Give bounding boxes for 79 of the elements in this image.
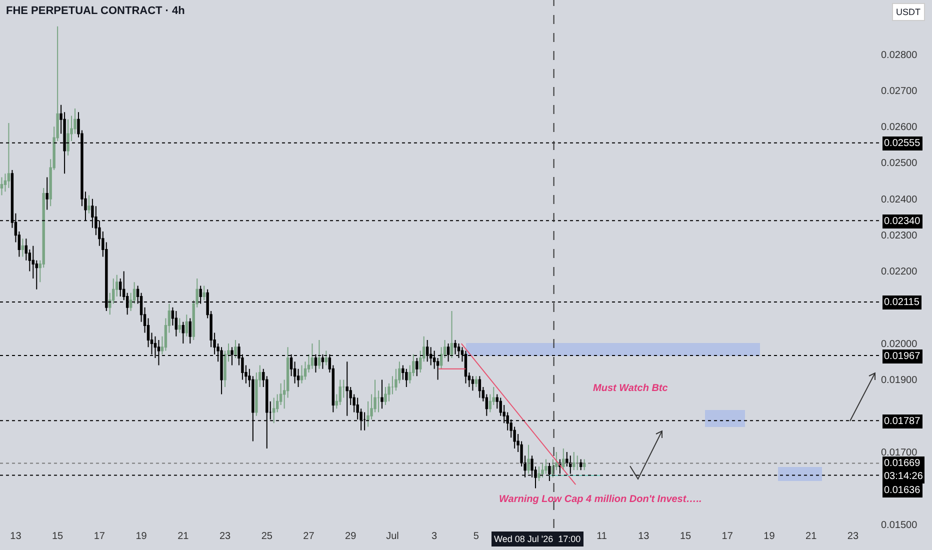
x-tick-label: 19 [764, 531, 776, 542]
candlestick [174, 310, 178, 337]
x-tick-label: 21 [178, 531, 190, 542]
x-tick-label: 23 [219, 531, 232, 542]
candlestick [471, 376, 474, 392]
x-tick-label: 29 [345, 531, 357, 542]
candlestick [478, 376, 482, 398]
ref-line-label: 0.01787 [884, 416, 921, 427]
y-tick-label: 0.01900 [881, 375, 918, 386]
ref-line-label: 0.02115 [884, 297, 920, 308]
y-tick-label: 0.02300 [881, 230, 918, 242]
candlestick [450, 310, 454, 359]
candlestick [380, 379, 384, 410]
candlestick [272, 397, 276, 424]
candlestick [541, 462, 544, 478]
candlestick [318, 339, 321, 370]
x-tick-label: 17 [94, 531, 106, 542]
candlestick [188, 318, 192, 344]
x-tick-label: 25 [261, 531, 273, 542]
x-tick-label: 19 [136, 531, 148, 542]
candlestick [234, 339, 237, 359]
ref-line-label: Wed 08 Jul '26 17:00 [494, 534, 581, 544]
annotation: Warning Low Cap 4 million Don't Invest….. [499, 494, 702, 505]
candlestick [310, 343, 314, 370]
x-tick-label: 15 [680, 531, 692, 542]
x-tick-label: Jul [386, 531, 399, 542]
candlestick [346, 361, 348, 416]
candlestick [454, 339, 457, 355]
x-tick-label: 17 [722, 531, 734, 542]
candlestick [185, 314, 188, 337]
y-tick-label: 0.02500 [881, 158, 918, 170]
candlestick [46, 176, 48, 210]
x-tick-label: 21 [806, 531, 818, 542]
candlestick [416, 358, 418, 377]
y-tick-label: 0.02000 [881, 339, 918, 350]
ref-line-label: 0.01967 [884, 351, 921, 362]
candlestick [7, 122, 10, 189]
ref-line-label: 0.02555 [884, 138, 921, 149]
candlestick [405, 368, 408, 388]
candlestick [88, 194, 90, 214]
candlestick [21, 238, 24, 258]
x-tick-label: 13 [10, 531, 22, 542]
y-tick-label: 0.02800 [881, 50, 918, 61]
x-tick-label: 23 [847, 531, 859, 542]
chart-title: FHE PERPETUAL CONTRACT · 4h [6, 5, 186, 17]
y-axis-title: USDT [896, 7, 921, 17]
y-tick-label: 0.01500 [881, 520, 918, 531]
ref-line-label: 0.02340 [884, 216, 921, 227]
candlestick [576, 455, 579, 471]
candlestick [527, 444, 530, 474]
candlestick [572, 452, 576, 471]
candlestick [202, 285, 206, 301]
y-tick-label: 0.02400 [881, 194, 918, 206]
candlestick [0, 176, 4, 196]
candlestick [544, 458, 548, 474]
candlestick [178, 318, 182, 334]
y-tick-label: 0.02600 [881, 122, 918, 134]
candlestick [182, 321, 185, 344]
candlestick [300, 364, 304, 384]
x-tick-label: 27 [303, 531, 315, 542]
x-tick-label: 11 [596, 531, 608, 542]
candlestick [66, 118, 70, 156]
y-tick-label: 0.02700 [881, 86, 918, 97]
ref-line-label: 0.01669 03:14:26 [884, 458, 924, 482]
candlestick [338, 379, 342, 406]
y-tick-label: 0.01700 [881, 448, 918, 459]
x-tick-label: 3 [432, 531, 438, 542]
candlestick [538, 466, 540, 482]
y-tick-label: 0.02200 [881, 266, 918, 278]
candlestick [562, 448, 565, 471]
candlestick [580, 458, 582, 471]
x-tick-label: 13 [638, 531, 650, 542]
candlestick [324, 350, 328, 366]
candlestick [474, 376, 478, 388]
annotation: Must Watch Btc [593, 383, 668, 394]
x-tick-label: 5 [473, 531, 480, 542]
ref-line-label: 0.01636 [884, 485, 921, 496]
candlestick [384, 386, 387, 406]
x-tick-label: 15 [52, 531, 64, 542]
